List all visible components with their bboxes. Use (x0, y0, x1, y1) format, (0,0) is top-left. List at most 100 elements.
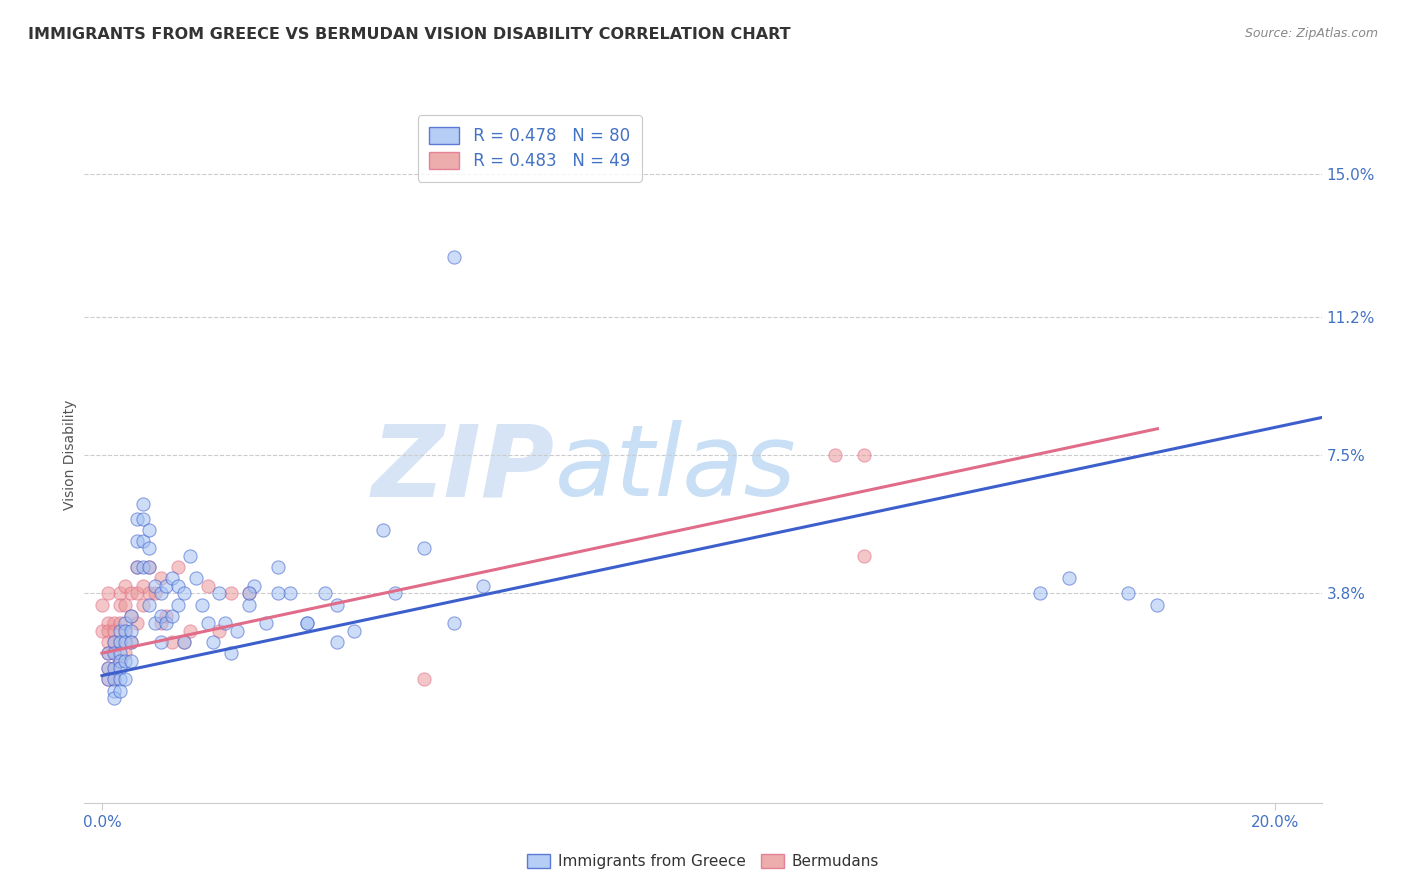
Point (103, 616, 125, 631)
Point (325, 635, 347, 649)
Point (197, 616, 219, 631)
Point (149, 635, 172, 649)
Point (254, 616, 277, 631)
Point (162, 635, 184, 649)
Point (97, 646, 120, 660)
Text: atlas: atlas (554, 420, 796, 517)
Point (138, 541, 160, 556)
Point (149, 608, 172, 623)
Point (853, 448, 876, 462)
Point (108, 654, 131, 668)
Point (443, 616, 465, 631)
Point (179, 549, 201, 563)
Point (103, 635, 125, 649)
Point (120, 608, 142, 623)
Point (97, 673, 120, 687)
Point (214, 616, 236, 631)
Point (472, 579, 495, 593)
Text: IMMIGRANTS FROM GREECE VS BERMUDAN VISION DISABILITY CORRELATION CHART: IMMIGRANTS FROM GREECE VS BERMUDAN VISIO… (28, 27, 790, 42)
Point (103, 673, 125, 687)
Point (108, 586, 131, 600)
Point (114, 635, 136, 649)
Point (127, 560, 149, 574)
Point (1059, 571, 1081, 585)
Point (127, 511, 149, 525)
Point (132, 497, 155, 511)
Point (120, 608, 142, 623)
Point (238, 586, 260, 600)
Point (114, 654, 136, 668)
Point (149, 586, 172, 600)
Point (173, 586, 195, 600)
Point (167, 579, 190, 593)
Point (103, 646, 125, 660)
Point (373, 523, 395, 537)
Text: ZIP: ZIP (371, 420, 554, 517)
Point (295, 616, 318, 631)
Point (114, 598, 136, 612)
Point (184, 571, 207, 585)
Point (120, 586, 142, 600)
Point (103, 661, 125, 675)
Point (824, 448, 846, 462)
Point (138, 598, 160, 612)
Point (103, 646, 125, 660)
Point (143, 616, 166, 631)
Point (103, 624, 125, 638)
Point (108, 598, 131, 612)
Point (155, 608, 177, 623)
Point (138, 523, 160, 537)
Point (208, 624, 231, 638)
Point (103, 683, 125, 698)
Point (155, 616, 177, 631)
Point (97, 635, 120, 649)
Point (314, 586, 336, 600)
Point (120, 654, 142, 668)
Point (219, 646, 242, 660)
Point (162, 608, 184, 623)
Point (108, 661, 131, 675)
Point (97, 661, 120, 675)
Point (91, 624, 114, 638)
Point (413, 541, 436, 556)
Point (219, 586, 242, 600)
Point (343, 624, 366, 638)
Point (108, 616, 131, 631)
Point (143, 579, 166, 593)
Point (1029, 586, 1052, 600)
Point (103, 673, 125, 687)
Point (108, 654, 131, 668)
Point (167, 598, 190, 612)
Point (225, 624, 247, 638)
Point (325, 598, 347, 612)
Point (114, 624, 136, 638)
Point (103, 661, 125, 675)
Point (114, 624, 136, 638)
Point (108, 673, 131, 687)
Point (155, 579, 177, 593)
Point (143, 586, 166, 600)
Y-axis label: Vision Disability: Vision Disability (63, 400, 77, 510)
Point (138, 560, 160, 574)
Point (127, 560, 149, 574)
Point (853, 549, 876, 563)
Point (267, 586, 290, 600)
Text: Source: ZipAtlas.com: Source: ZipAtlas.com (1244, 27, 1378, 40)
Point (108, 635, 131, 649)
Point (132, 560, 155, 574)
Point (120, 635, 142, 649)
Point (173, 635, 195, 649)
Point (238, 598, 260, 612)
Point (97, 646, 120, 660)
Point (127, 616, 149, 631)
Point (97, 661, 120, 675)
Point (138, 560, 160, 574)
Point (132, 511, 155, 525)
Point (179, 624, 201, 638)
Point (132, 533, 155, 548)
Point (243, 579, 266, 593)
Point (197, 579, 219, 593)
Point (238, 586, 260, 600)
Legend:  R = 0.478   N = 80,  R = 0.483   N = 49: R = 0.478 N = 80, R = 0.483 N = 49 (418, 115, 641, 182)
Point (114, 616, 136, 631)
